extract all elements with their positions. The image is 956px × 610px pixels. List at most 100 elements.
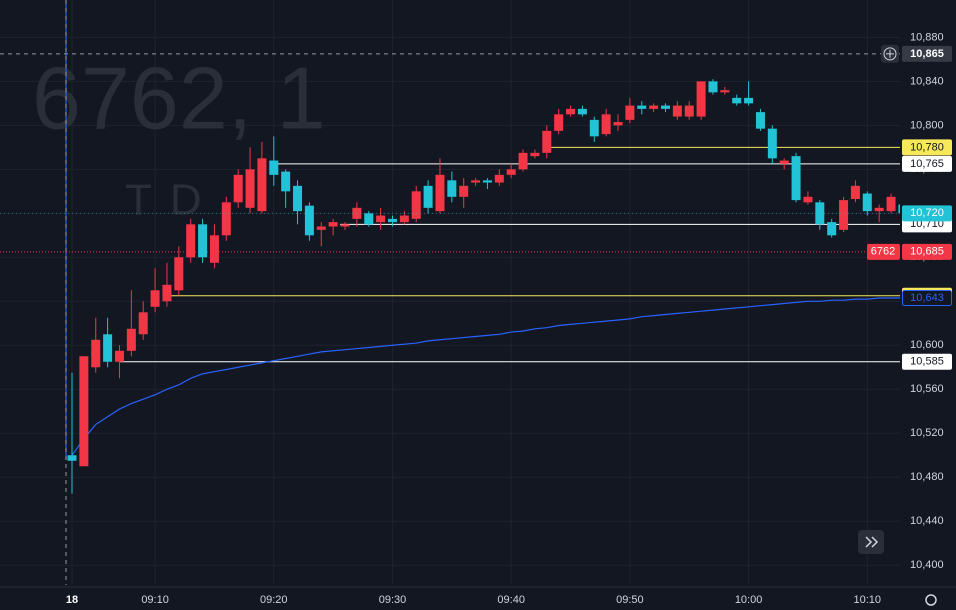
candle-body (387, 218, 397, 223)
crosshair-label: 10,865 (910, 48, 944, 60)
candle-body (293, 185, 303, 212)
candle-body (589, 119, 599, 137)
last-price-bg (902, 205, 952, 222)
y-tick-label: 10,840 (910, 75, 944, 87)
x-tick-label: 09:10 (141, 594, 169, 606)
y-tick-label: 10,800 (910, 119, 944, 131)
candle-body (791, 156, 801, 201)
candle-body (233, 174, 243, 203)
crosshair-label-bg (902, 45, 952, 62)
level-label-bg (902, 353, 952, 370)
alert-label-bg (902, 243, 952, 260)
vwap-line (71, 297, 903, 456)
candle-body (744, 97, 754, 104)
candle-body (708, 81, 718, 93)
candle-body (79, 356, 89, 467)
candle-body (684, 105, 694, 117)
candle-body (459, 185, 469, 197)
level-label: 10,585 (910, 356, 944, 368)
candle-body (186, 224, 196, 258)
vwap-label-bg (902, 289, 952, 306)
candle-body (649, 105, 659, 109)
y-tick-label: 10,560 (910, 383, 944, 395)
candle-body (518, 152, 528, 170)
last-price-label: 10,720 (910, 207, 944, 219)
candle-body (542, 130, 552, 153)
candle-body (435, 174, 445, 212)
candle-body (720, 90, 730, 93)
level-label-bg (902, 139, 952, 156)
alert-tag-bg (867, 243, 900, 260)
candle-body (399, 215, 409, 223)
candle-body (530, 152, 540, 157)
candle-body (471, 180, 481, 183)
candle-body (696, 81, 706, 117)
y-tick-label: 10,400 (910, 559, 944, 571)
x-tick-label: 09:40 (497, 594, 525, 606)
candle-body (506, 169, 516, 175)
crosshair-plus-cross (886, 49, 894, 58)
candle-body (755, 112, 765, 129)
candle-body (672, 105, 682, 117)
candle-body (103, 334, 113, 362)
plot (0, 0, 908, 585)
candle-body (554, 114, 564, 131)
candle-body (803, 196, 813, 203)
candle-body (126, 328, 136, 351)
y-tick-label: 10,880 (910, 31, 944, 43)
x-tick-label: 09:30 (379, 594, 407, 606)
candle-body (67, 455, 77, 461)
watermark-sub: TD (125, 176, 220, 225)
candle-body (198, 224, 208, 258)
candle-body (625, 105, 635, 120)
candle-body (423, 185, 433, 208)
candle-body (114, 350, 124, 362)
settings-icon[interactable] (925, 594, 937, 606)
alert-label: 10,685 (910, 246, 944, 258)
y-tick-label: 10,480 (910, 471, 944, 483)
candle-body (613, 122, 623, 126)
candle-body (815, 202, 825, 225)
candle-body (269, 160, 279, 175)
y-tick-label: 10,600 (910, 339, 944, 351)
scroll-icon[interactable] (865, 536, 879, 548)
x-tick-label: 09:50 (616, 594, 644, 606)
x-tick-label: 18 (66, 594, 78, 606)
scroll-button[interactable] (858, 530, 884, 554)
candle-body (874, 207, 884, 212)
candle-body (138, 312, 148, 335)
candle-body (637, 105, 647, 109)
candle-body (862, 193, 872, 212)
x-tick-label: 10:10 (854, 594, 882, 606)
candle-body (91, 339, 101, 368)
candle-body (732, 97, 742, 104)
candle-body (886, 196, 896, 212)
level-label: 10,765 (910, 158, 944, 170)
candle-body (661, 105, 670, 109)
x-tick-label: 09:20 (260, 594, 288, 606)
candle-body (827, 222, 837, 236)
candle-body (328, 222, 338, 227)
candle-body (447, 180, 457, 197)
settings-button[interactable] (925, 594, 937, 606)
vwap-label: 10,643 (910, 292, 944, 304)
candle-body (364, 213, 374, 225)
candle-body (577, 108, 587, 115)
candle-body (257, 158, 267, 212)
candle-body (850, 185, 860, 200)
candle-body (281, 171, 291, 192)
watermark: 6762, 1 (32, 48, 326, 147)
y-tick-label: 10,440 (910, 515, 944, 527)
level-label: 10,780 (910, 141, 944, 153)
candle-body (482, 180, 492, 183)
candle-body (304, 205, 314, 236)
candle-body (316, 226, 326, 230)
candle-body (209, 235, 219, 263)
candle-body (779, 160, 789, 164)
candle-body (839, 200, 849, 230)
candle-body (767, 128, 777, 159)
candle-body (174, 257, 184, 291)
